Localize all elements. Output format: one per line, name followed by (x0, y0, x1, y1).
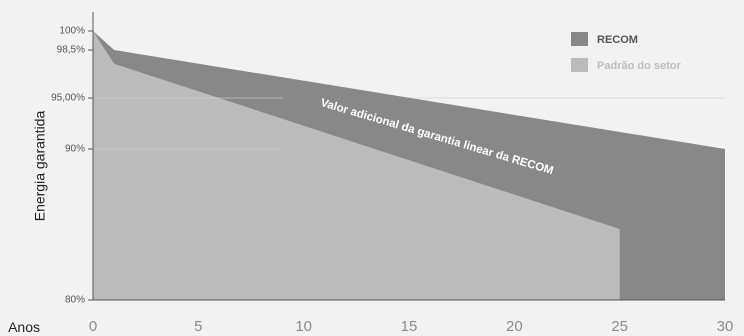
area-layer (93, 31, 725, 300)
x-tick-label: 15 (401, 318, 418, 335)
x-tick-label: 25 (611, 318, 628, 335)
y-tick-label: 80% (65, 295, 85, 306)
legend-swatch-recom (571, 32, 588, 46)
y-tick-labels: 100% 98,5% 95,00% 90% 80% (51, 26, 85, 306)
axes (88, 12, 725, 301)
legend-label-padrao: Padrão do setor (597, 60, 681, 72)
x-tick-label: 30 (717, 318, 734, 335)
x-tick-label: 10 (295, 318, 312, 335)
y-tick-label: 98,5% (57, 45, 85, 56)
area-series-padrao (93, 31, 620, 300)
y-axis-label: Energia garantida (32, 111, 48, 222)
x-tick-labels: 0 5 10 15 20 25 30 (89, 318, 734, 335)
y-tick-label: 100% (59, 26, 85, 37)
x-tick-label: 5 (194, 318, 202, 335)
x-tick-label: 20 (506, 318, 523, 335)
legend: RECOM Padrão do setor (571, 32, 681, 72)
x-tick-label: 0 (89, 318, 97, 335)
legend-swatch-padrao (571, 58, 588, 72)
legend-label-recom: RECOM (597, 34, 638, 46)
y-tick-label: 90% (65, 144, 85, 155)
y-tick-label: 95,00% (51, 93, 85, 104)
x-axis-label: Anos (8, 319, 40, 335)
